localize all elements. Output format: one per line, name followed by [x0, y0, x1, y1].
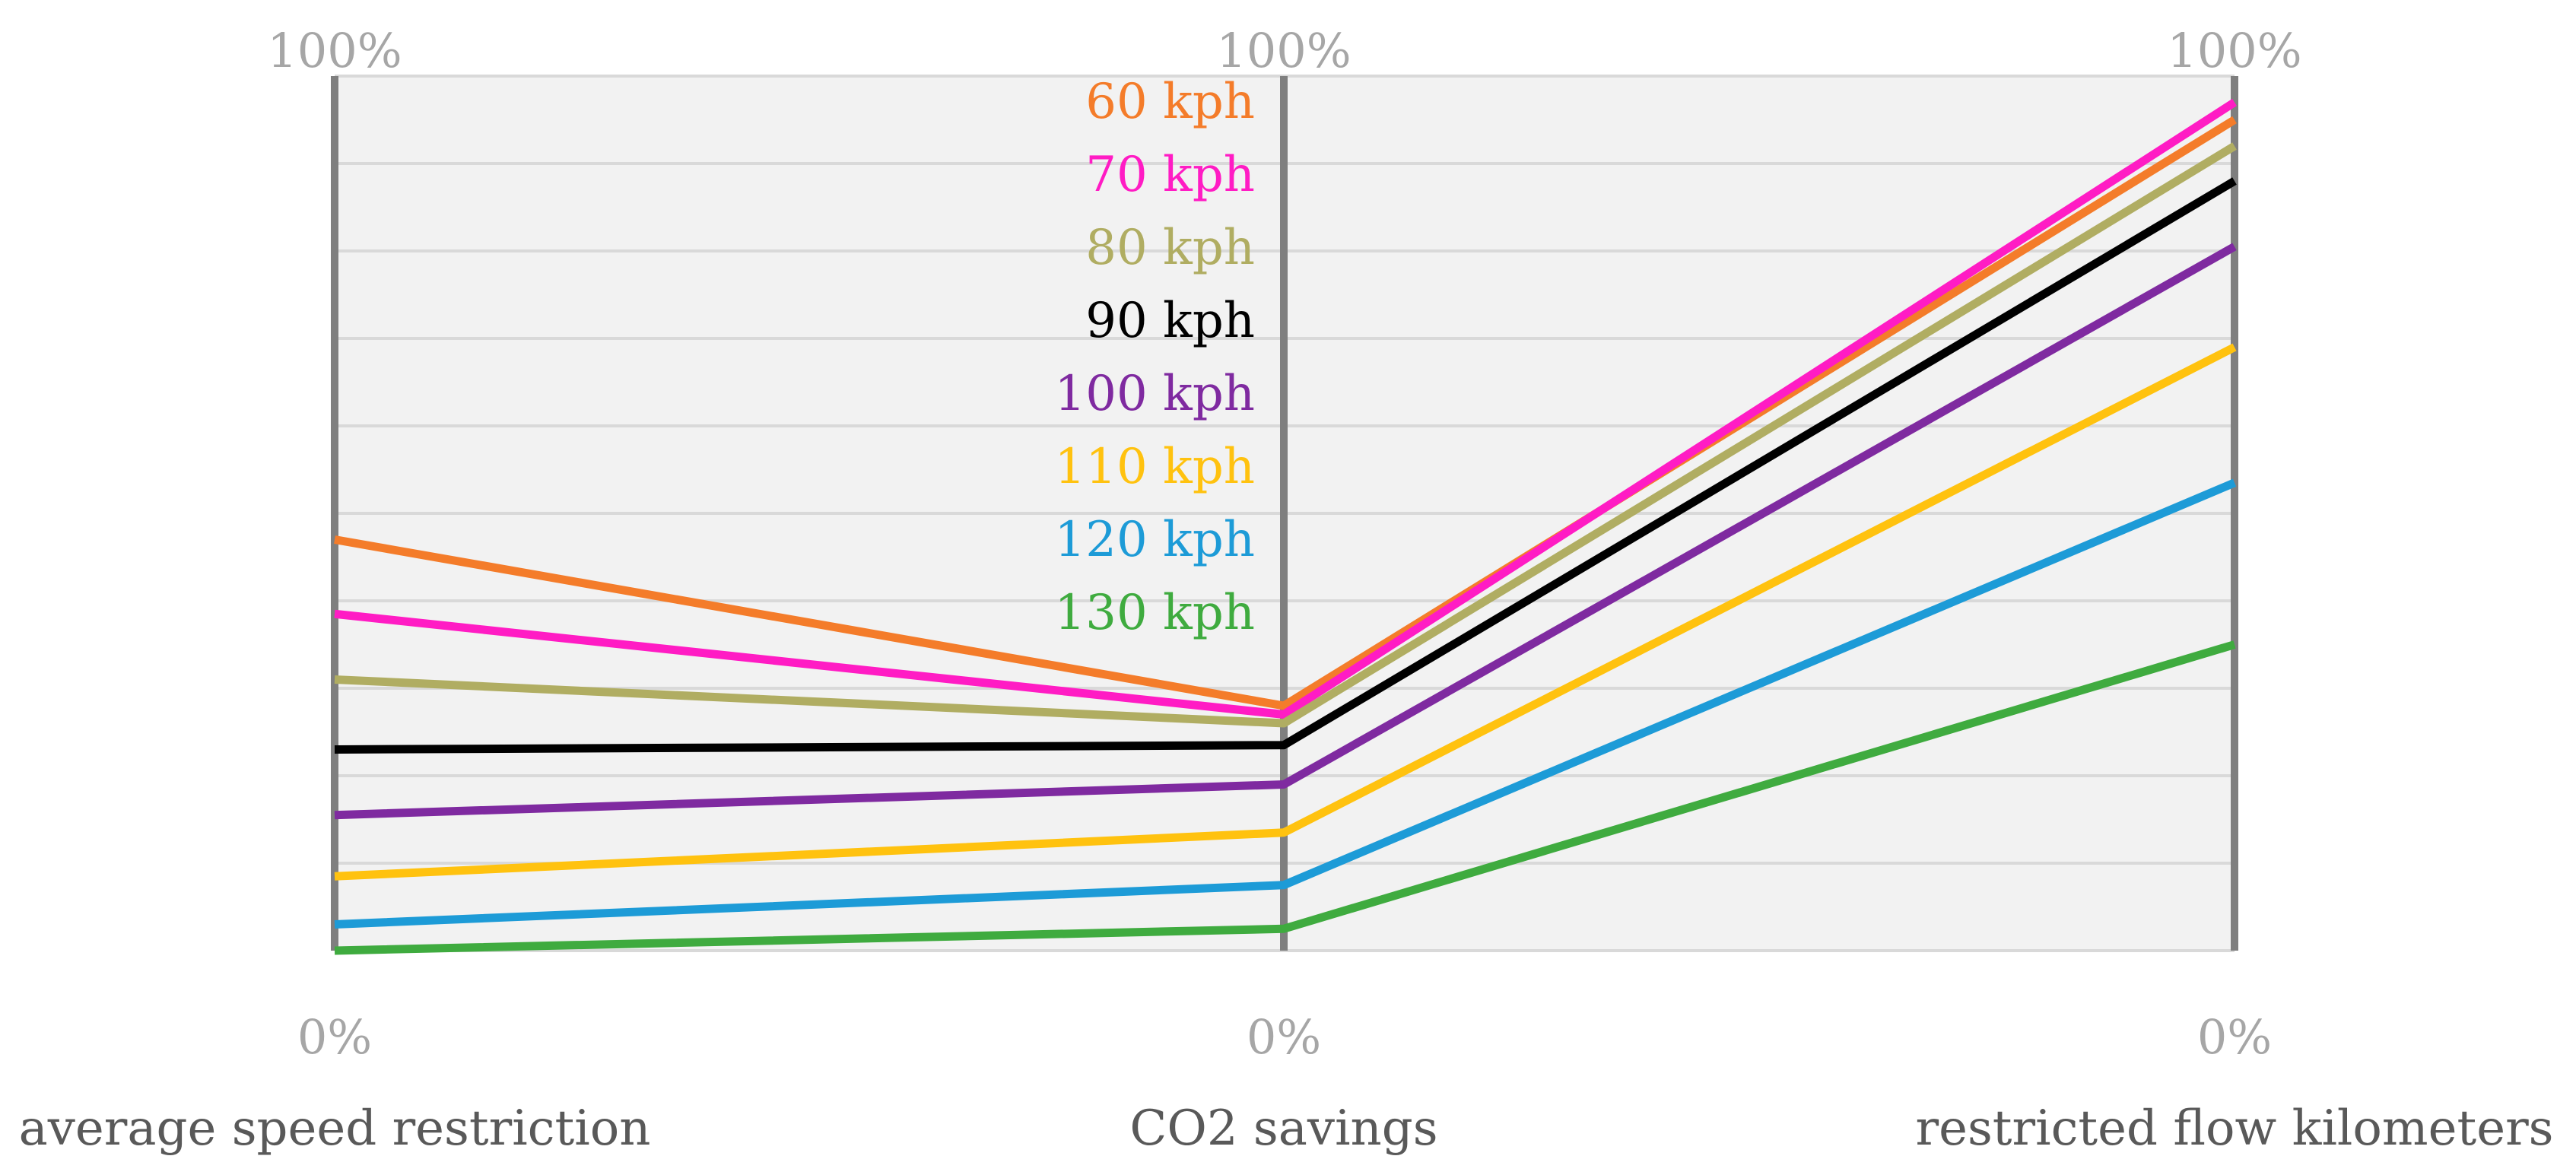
series-line	[334, 98, 2237, 719]
axis-top-label: 100%	[1216, 23, 1351, 78]
axis-bottom-label: 0%	[2197, 1009, 2272, 1065]
legend-entry: 110 kph	[1055, 439, 1255, 495]
series-line	[334, 343, 2237, 881]
axis-top-label: 100%	[2167, 23, 2301, 78]
axis-name-label: CO2 savings	[1129, 1100, 1437, 1157]
legend-entry: 90 kph	[1085, 293, 1255, 349]
series-line	[334, 116, 2237, 710]
axis-labels: 100% 0% average speed restriction 100% 0% CO2…	[19, 23, 2554, 1157]
series-line	[334, 243, 2237, 820]
axis-name-label: average speed restriction	[19, 1100, 651, 1157]
axis-bottom-label: 0%	[1247, 1009, 1321, 1065]
series-line	[334, 142, 2237, 728]
legend-entry: 60 kph	[1085, 74, 1255, 130]
series-lines	[334, 98, 2237, 955]
legend-entry: 70 kph	[1085, 147, 1255, 203]
axes	[331, 76, 2238, 951]
series-line	[334, 478, 2237, 929]
legend-entry: 120 kph	[1055, 512, 1255, 568]
legend: 60 kph 70 kph 80 kph 90 kph 100 kph 110 kph 12…	[1055, 74, 1255, 641]
legend-entry: 80 kph	[1085, 220, 1255, 276]
axis-top-label: 100%	[267, 23, 402, 78]
series-line	[334, 640, 2236, 955]
series-line	[334, 177, 2237, 754]
legend-entry: 100 kph	[1055, 366, 1255, 422]
legend-entry: 130 kph	[1055, 585, 1255, 641]
axis-name-label: restricted flow kilometers	[1915, 1100, 2553, 1157]
axis-bottom-label: 0%	[297, 1009, 372, 1065]
